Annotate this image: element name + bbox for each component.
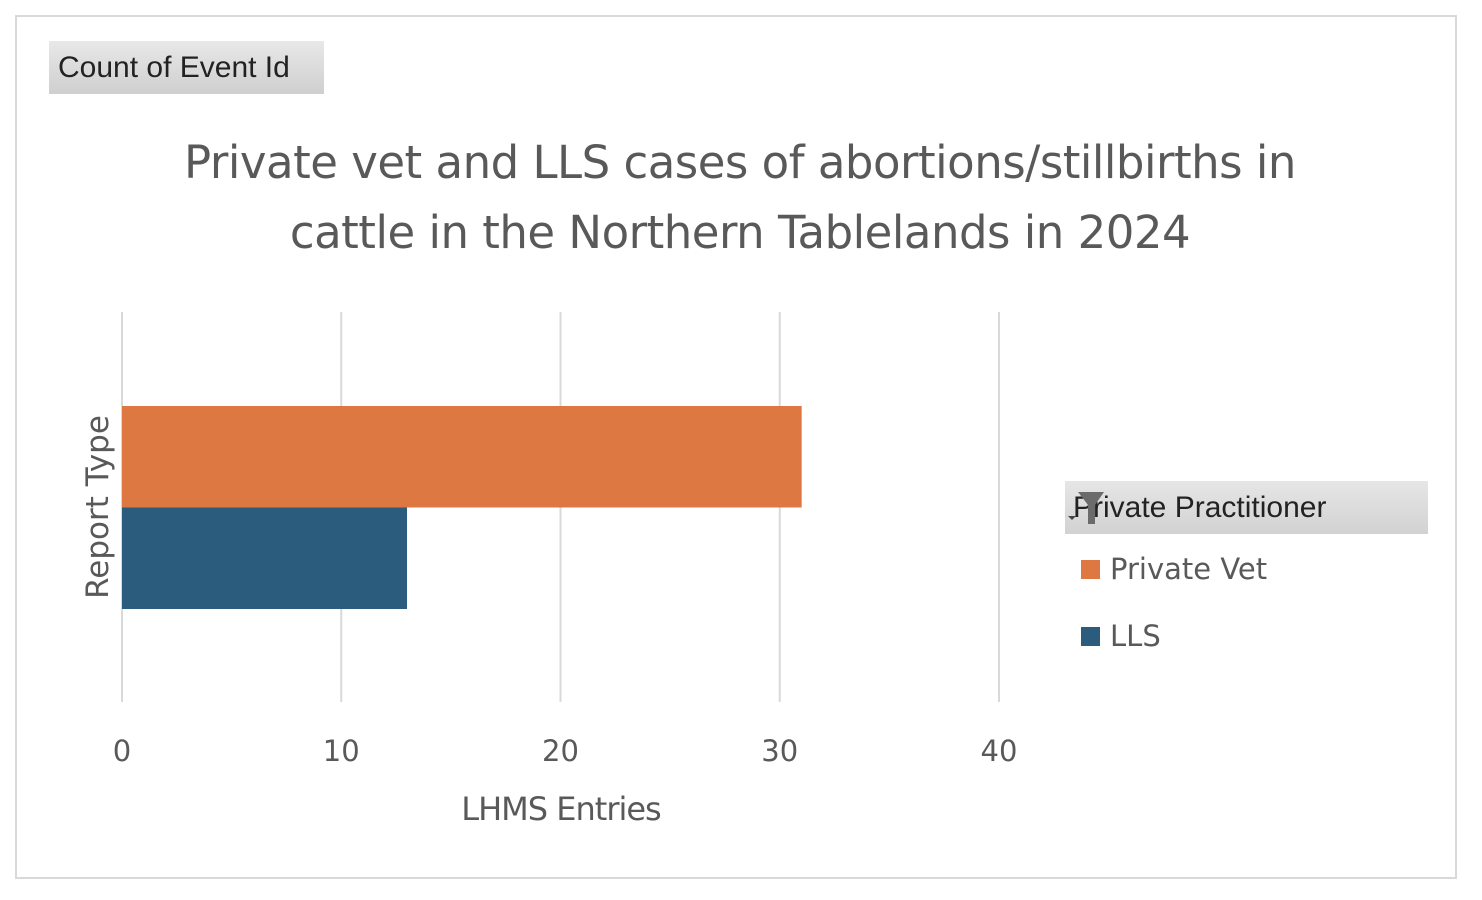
- field-button-count-of-event-id[interactable]: Count of Event Id: [49, 41, 324, 94]
- legend-swatch-lls: [1081, 626, 1100, 646]
- bar-private-vet: [122, 406, 802, 508]
- legend-item-private-vet[interactable]: Private Vet: [1081, 552, 1267, 586]
- chart-frame: [15, 15, 1457, 879]
- filter-dropdown-icon[interactable]: [1065, 490, 1105, 526]
- bar-lls: [122, 507, 408, 609]
- x-tick-label: 40: [981, 734, 1018, 768]
- legend-label: LLS: [1110, 619, 1161, 653]
- x-tick-label: 30: [761, 734, 798, 768]
- legend-filter-button[interactable]: Private Practitioner: [1065, 481, 1428, 534]
- legend-label: Private Vet: [1110, 552, 1268, 586]
- legend-swatch-private-vet: [1081, 559, 1100, 579]
- chart-title: Private vet and LLS cases of abortions/s…: [184, 136, 1296, 259]
- legend-item-lls[interactable]: LLS: [1081, 619, 1161, 653]
- x-tick-label: 20: [542, 734, 579, 768]
- x-tick-label: 0: [113, 734, 131, 768]
- y-axis-label: Report Type: [80, 415, 116, 599]
- legend-filter-label: Private Practitioner: [1073, 491, 1327, 524]
- x-tick-label: 10: [323, 734, 360, 768]
- x-axis-label: LHMS Entries: [461, 790, 661, 828]
